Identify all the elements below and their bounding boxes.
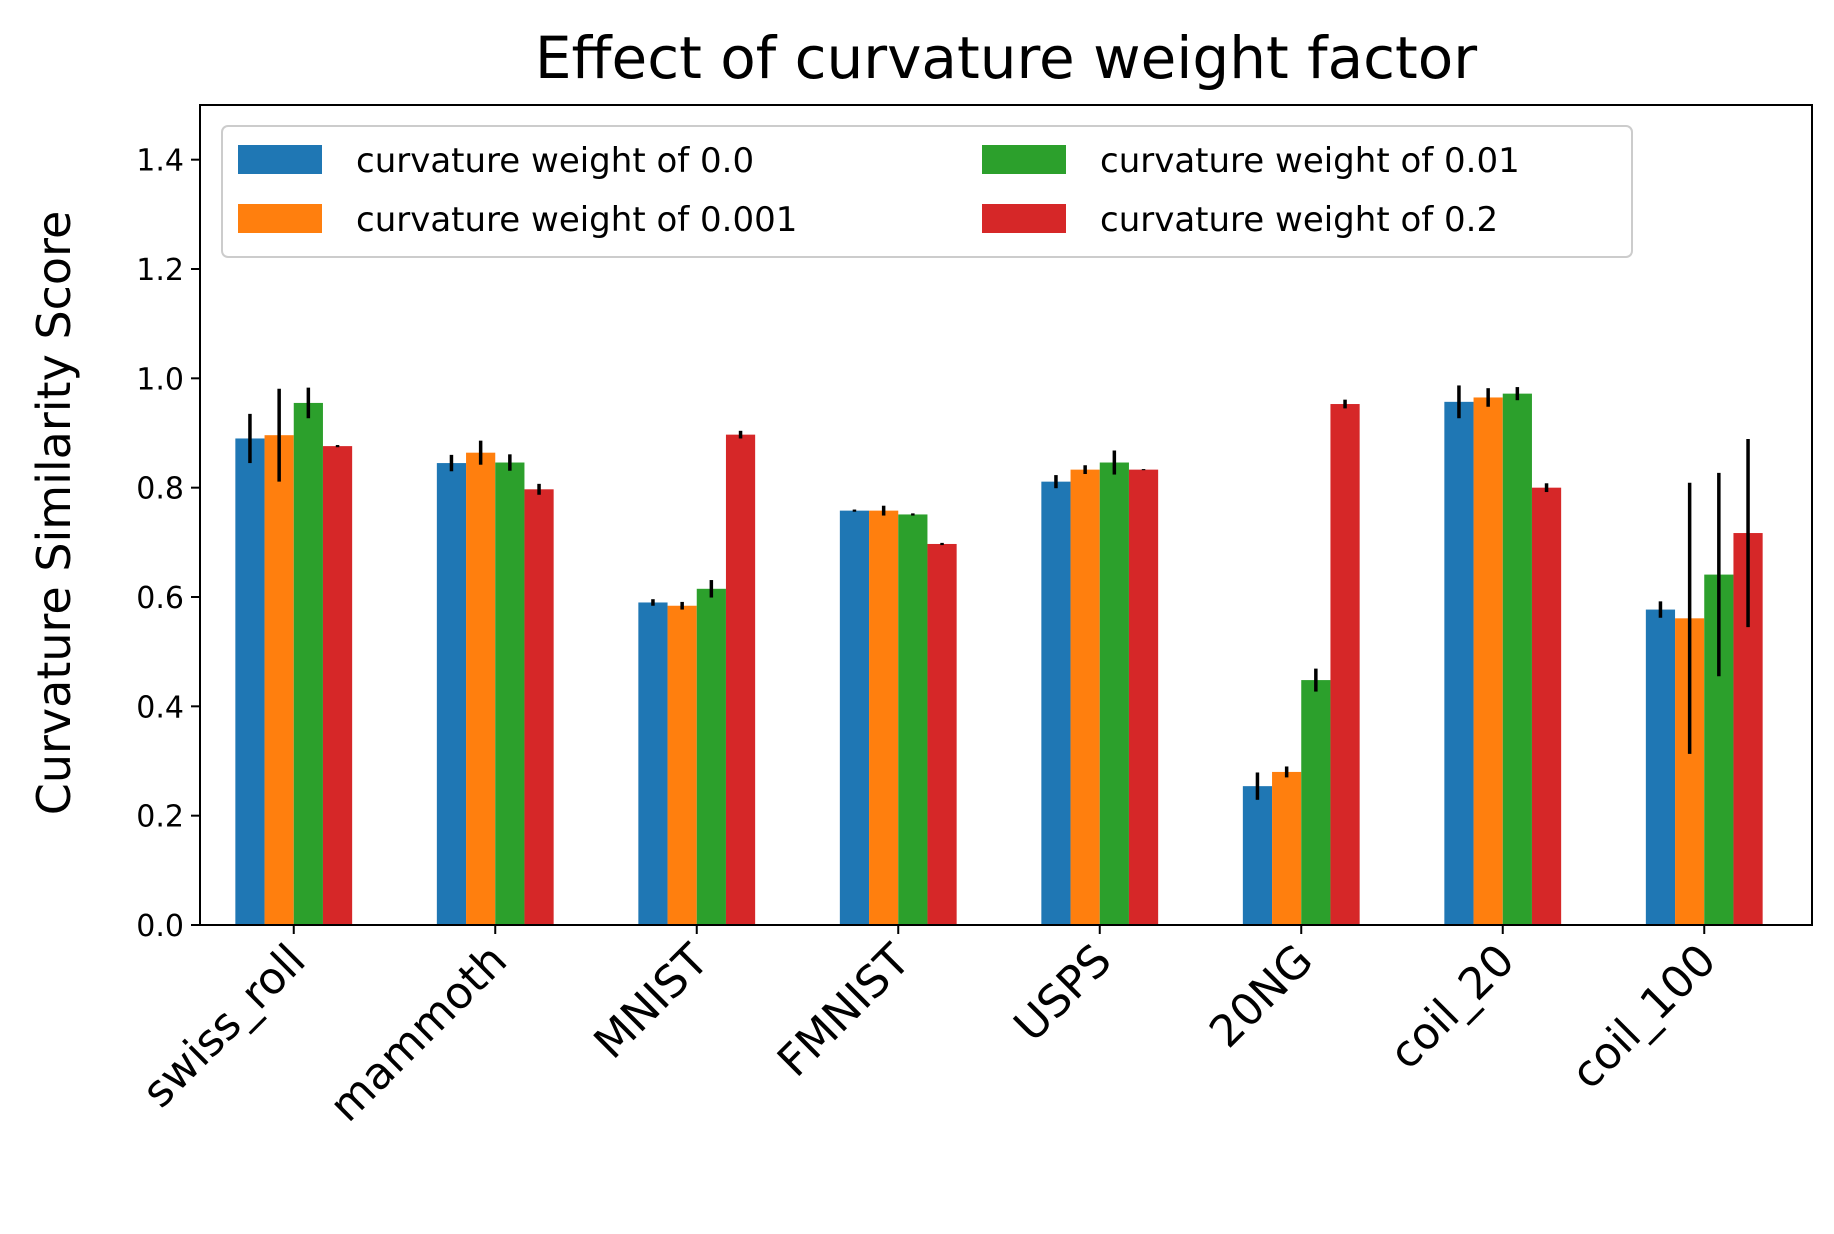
plot-area: 0.0 0.2 0.4 0.6 0.8 1.0 1.2 1.4 swiss_roll mammot… xyxy=(133,104,1813,1132)
bar-series0-FMNIST xyxy=(839,510,870,925)
bar-series2-20NG xyxy=(1301,680,1331,925)
bar-series0-swiss_roll xyxy=(235,438,265,925)
y-axis-label: Curvature Similarity Score xyxy=(27,211,81,816)
y-tick-label: 0.2 xyxy=(136,800,184,835)
bar-series3-FMNIST xyxy=(927,543,957,925)
legend-swatch-series2 xyxy=(982,145,1066,174)
bar-series1-mammoth xyxy=(466,452,496,925)
bar-series1-MNIST xyxy=(667,605,697,925)
bar-series0-MNIST xyxy=(638,602,668,925)
bar-series0-20NG xyxy=(1242,786,1273,925)
bar-series1-USPS xyxy=(1070,469,1100,925)
bar-series1-20NG xyxy=(1272,771,1302,925)
bar-series0-mammoth xyxy=(436,463,467,925)
legend-label-series2: curvature weight of 0.01 xyxy=(1100,141,1520,181)
bar-series2-swiss_roll xyxy=(293,402,323,925)
y-tick-label: 0.4 xyxy=(136,690,184,725)
bar-series3-coil_20 xyxy=(1531,487,1562,925)
x-tick-label-FMNIST: FMNIST xyxy=(768,935,920,1087)
x-tick-label-20NG: 20NG xyxy=(1200,935,1323,1058)
bar-series0-coil_100 xyxy=(1645,609,1676,925)
bar-series0-USPS xyxy=(1041,481,1071,925)
legend-swatch-series0 xyxy=(238,145,322,174)
bar-series2-FMNIST xyxy=(898,514,928,925)
x-tick-label-coil_20: coil_20 xyxy=(1380,935,1525,1080)
bar-series3-USPS xyxy=(1128,469,1159,925)
y-tick-label: 0.8 xyxy=(136,472,184,507)
y-tick-label: 0.0 xyxy=(136,909,184,944)
bar-series1-coil_20 xyxy=(1473,397,1503,926)
bar-series3-MNIST xyxy=(725,434,756,925)
bar-series2-coil_20 xyxy=(1502,393,1532,925)
x-tick-label-coil_100: coil_100 xyxy=(1562,935,1726,1099)
bar-series3-mammoth xyxy=(524,489,554,925)
x-tick-label-swiss_roll: swiss_roll xyxy=(133,935,316,1118)
bar-series2-MNIST xyxy=(696,588,726,925)
y-tick-label: 0.6 xyxy=(136,581,184,616)
bar-series3-swiss_roll xyxy=(322,446,353,925)
legend-label-series3: curvature weight of 0.2 xyxy=(1100,200,1498,240)
y-tick-label: 1.4 xyxy=(136,144,184,179)
legend-swatch-series3 xyxy=(982,204,1066,233)
legend-label-series1: curvature weight of 0.001 xyxy=(356,200,797,240)
x-tick-label-USPS: USPS xyxy=(1004,935,1121,1052)
x-tick-label-mammoth: mammoth xyxy=(320,935,517,1132)
bar-series3-20NG xyxy=(1330,404,1360,925)
bar-series1-FMNIST xyxy=(869,510,899,925)
y-tick-label: 1.0 xyxy=(136,362,184,397)
chart-title: Effect of curvature weight factor xyxy=(535,24,1477,92)
legend: curvature weight of 0.0 curvature weight … xyxy=(221,125,1633,258)
legend-label-series0: curvature weight of 0.0 xyxy=(356,141,754,181)
y-tick-label: 1.2 xyxy=(136,253,184,288)
bar-series0-coil_20 xyxy=(1444,401,1474,926)
bar-series2-mammoth xyxy=(495,462,525,925)
legend-box xyxy=(221,125,1633,258)
x-tick-label-MNIST: MNIST xyxy=(584,935,718,1069)
plot-frame xyxy=(199,104,1813,926)
bar-series2-USPS xyxy=(1099,462,1129,925)
bar-series1-swiss_roll xyxy=(264,435,294,925)
legend-swatch-series1 xyxy=(238,204,322,233)
